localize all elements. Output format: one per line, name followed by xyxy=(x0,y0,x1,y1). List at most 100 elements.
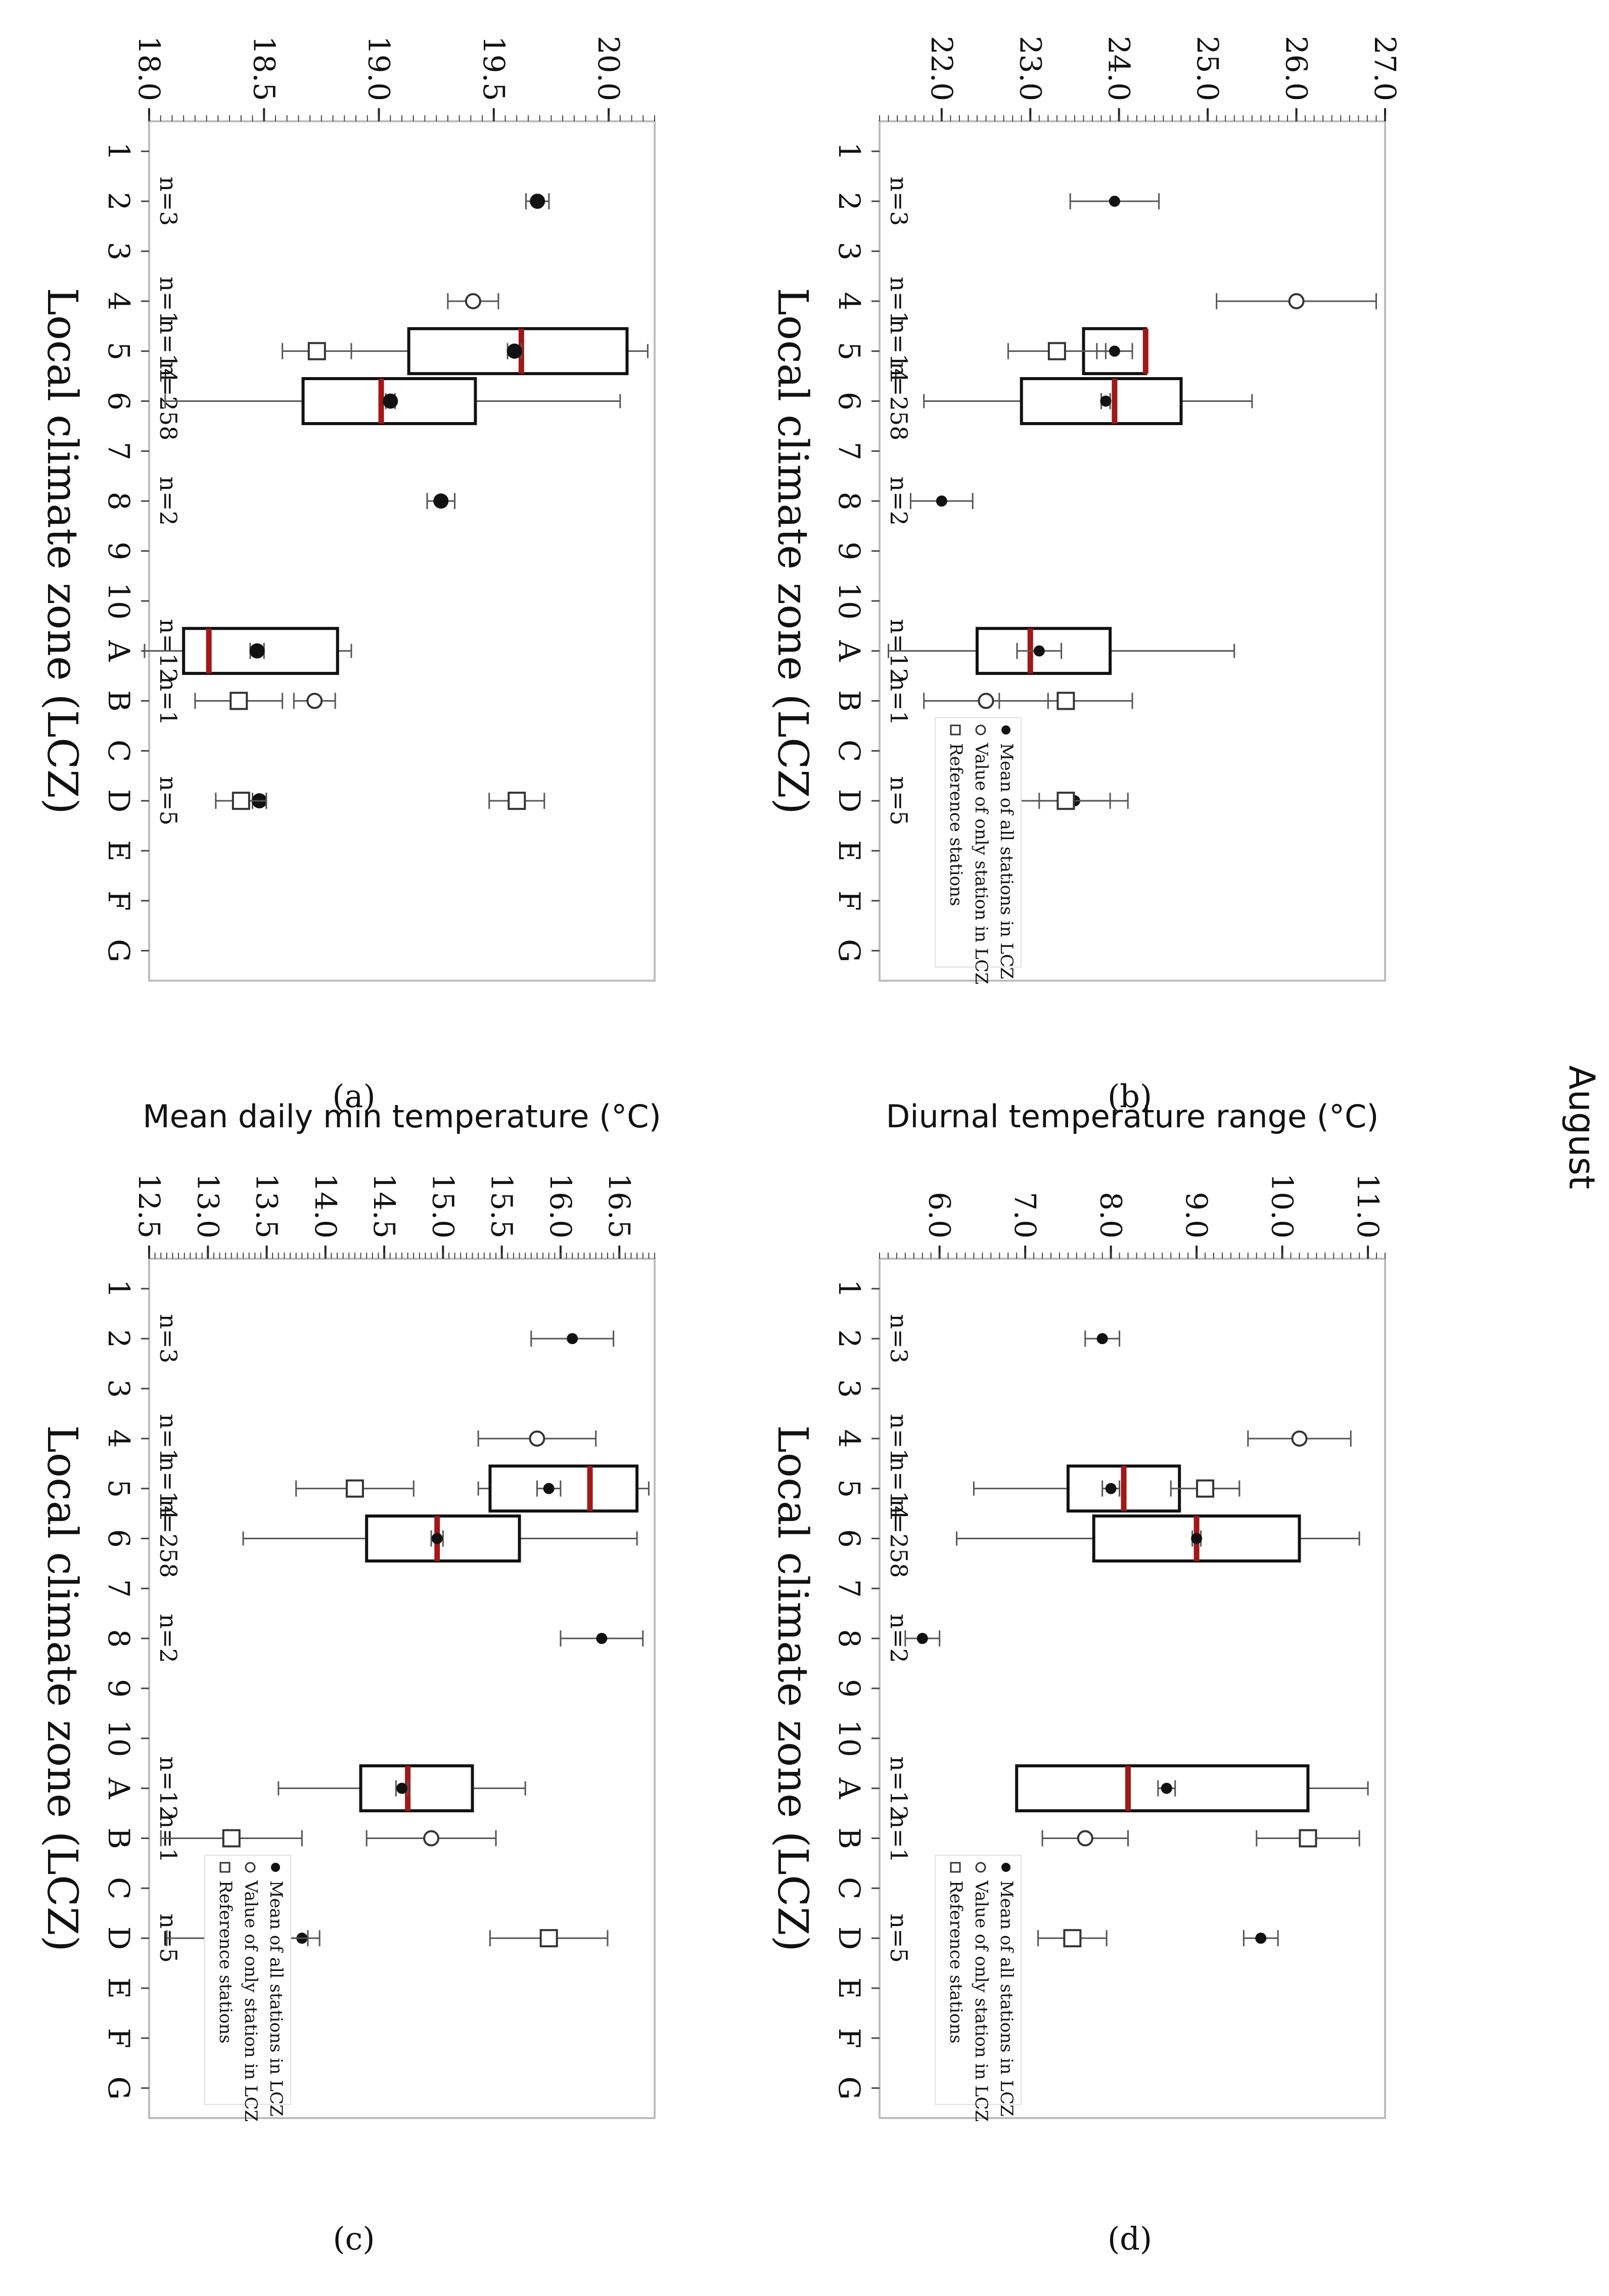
mean-point-lcz-8 xyxy=(596,1633,608,1644)
reference-station-point-lcz-B xyxy=(229,692,248,710)
legend-single-marker xyxy=(975,724,986,736)
y-tick-label: 22.0 xyxy=(925,36,959,101)
y-tick-label: 10.0 xyxy=(1265,1173,1300,1238)
n-label: n=1 xyxy=(155,676,182,725)
x-tick-label: 8 xyxy=(832,1629,866,1648)
single-station-point-lcz-4 xyxy=(465,293,481,309)
x-tick-label: G xyxy=(832,2077,866,2100)
y-axis-title: Mean daily min temperature (°C) xyxy=(143,1098,661,1135)
n-label: n=14 xyxy=(885,1456,912,1521)
reference-station-point-lcz-5 xyxy=(307,342,326,360)
y-tick-label: 16.0 xyxy=(543,1173,578,1238)
y-tick-label: 8.0 xyxy=(1094,1192,1128,1238)
n-label: n=1 xyxy=(885,1414,912,1463)
y-tick-label: 13.0 xyxy=(191,1173,225,1238)
x-tick-label: 2 xyxy=(102,192,136,211)
n-label: n=14 xyxy=(155,319,182,383)
x-tick-label: 6 xyxy=(832,1529,866,1548)
x-tick-label: 2 xyxy=(832,192,866,211)
reference-station-point-lcz-5 xyxy=(1196,1479,1215,1498)
n-label: n=1 xyxy=(155,277,182,326)
x-tick-label: 2 xyxy=(102,1329,136,1348)
mean-point-lcz-5 xyxy=(1105,1483,1117,1494)
x-tick-label: 6 xyxy=(102,392,136,410)
x-tick-label: 9 xyxy=(102,542,136,561)
x-tick-label: 8 xyxy=(832,492,866,511)
legend-mean-marker xyxy=(1001,725,1010,734)
y-tick-label: 15.0 xyxy=(426,1173,460,1238)
x-tick-label: D xyxy=(102,1926,136,1950)
x-tick-label: 9 xyxy=(832,542,866,561)
x-tick-label: 1 xyxy=(102,1279,136,1298)
reference-station-point-lcz-B xyxy=(222,1829,241,1848)
x-tick-label: E xyxy=(832,1978,866,1999)
x-tick-label: B xyxy=(102,690,136,712)
y-tick-label: 20.0 xyxy=(591,36,626,101)
legend-box xyxy=(204,1855,291,2105)
x-tick-label: D xyxy=(832,1926,866,1950)
x-tick-label: 1 xyxy=(102,142,136,161)
y-tick-label: 13.5 xyxy=(250,1173,284,1238)
mean-point-lcz-A xyxy=(1033,645,1045,657)
legend-single-marker xyxy=(245,1862,256,1873)
x-tick-label: 3 xyxy=(102,1380,136,1398)
n-label: n=1 xyxy=(885,277,912,326)
n-label: n=3 xyxy=(885,176,912,225)
mean-point-lcz-2 xyxy=(1109,196,1120,207)
x-tick-label: 4 xyxy=(832,292,866,310)
reference-station-point-lcz-D xyxy=(508,792,526,810)
n-label: n=1 xyxy=(885,1814,912,1863)
x-tick-label: 7 xyxy=(832,1579,866,1598)
box-iqr xyxy=(1020,377,1183,425)
mean-point-lcz-D xyxy=(1255,1933,1267,1944)
x-axis-title: Local climate zone (LCZ) xyxy=(768,1425,816,1952)
x-tick-label: 2 xyxy=(832,1329,866,1348)
x-tick-label: 10 xyxy=(102,1720,136,1757)
n-label: n=3 xyxy=(885,1314,912,1363)
x-tick-label: 5 xyxy=(832,342,866,360)
x-tick-label: 4 xyxy=(832,1429,866,1448)
x-tick-label: E xyxy=(832,840,866,861)
y-tick-label: 6.0 xyxy=(923,1192,957,1238)
y-tick-label: 19.0 xyxy=(362,36,396,101)
x-axis-title: Local climate zone (LCZ) xyxy=(38,1425,86,1952)
x-tick-label: 5 xyxy=(102,342,136,360)
n-label: n=14 xyxy=(885,319,912,383)
single-station-point-lcz-B xyxy=(978,693,994,709)
mean-point-lcz-8 xyxy=(433,493,449,509)
x-tick-label: A xyxy=(102,640,136,662)
reference-station-point-lcz-D xyxy=(539,1929,558,1948)
mean-point-lcz-2 xyxy=(567,1333,578,1345)
x-tick-label: D xyxy=(102,789,136,813)
x-axis: 1 2 3 4 5 6 7 8 9 10 A B C D E F G xyxy=(832,1279,880,2100)
x-tick-label: 10 xyxy=(102,582,136,620)
x-tick-label: 4 xyxy=(102,1429,136,1448)
x-tick-label: F xyxy=(832,891,866,911)
y-tick-label: 27.0 xyxy=(1368,36,1402,101)
box-iqr xyxy=(488,1464,639,1513)
x-tick-label: 8 xyxy=(102,1629,136,1648)
x-tick-label: 7 xyxy=(102,442,136,461)
n-label: n=1 xyxy=(155,1414,182,1463)
y-tick-label: 11.0 xyxy=(1351,1173,1385,1238)
reference-station-point-lcz-D xyxy=(1063,1929,1082,1948)
y-tick-label: 26.0 xyxy=(1279,36,1314,101)
single-station-point-lcz-B xyxy=(306,693,323,709)
x-tick-label: C xyxy=(102,1877,136,1899)
n-label: n=14 xyxy=(155,1456,182,1521)
x-tick-label: A xyxy=(832,640,866,662)
x-tick-label: B xyxy=(102,1827,136,1849)
y-tick-label: 14.5 xyxy=(367,1173,401,1238)
box-iqr xyxy=(407,327,629,376)
n-label: n=3 xyxy=(155,176,182,225)
box-lcz-6 xyxy=(956,1514,1360,1563)
n-label: n=5 xyxy=(155,776,182,825)
legend-entry: Value of only station in LCZ xyxy=(971,1880,991,2122)
x-tick-label: F xyxy=(832,2028,866,2048)
x-axis: 1 2 3 4 5 6 7 8 9 10 A B C D E F G xyxy=(832,142,880,962)
single-station-point-lcz-4 xyxy=(1291,1430,1308,1447)
y-tick-label: 18.5 xyxy=(247,36,281,101)
